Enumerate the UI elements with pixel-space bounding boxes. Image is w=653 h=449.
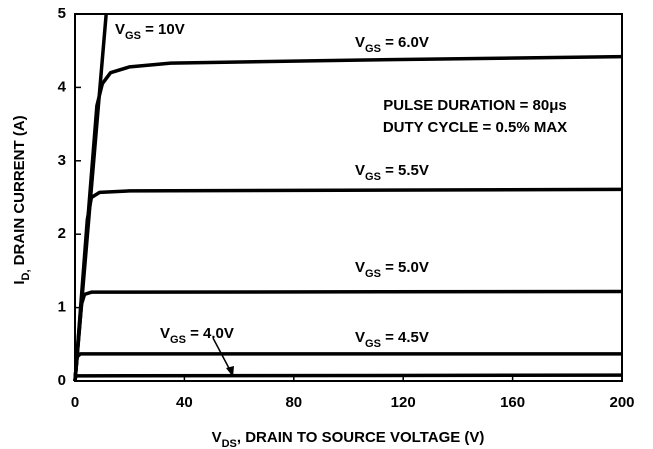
series-label: VGS = 4.0V <box>160 325 234 346</box>
series-line <box>73 187 623 382</box>
y-tick-label: 2 <box>58 225 66 242</box>
x-axis-label: VDS, DRAIN TO SOURCE VOLTAGE (V) <box>212 429 485 449</box>
series-line <box>73 54 623 382</box>
x-tick-label: 160 <box>500 394 525 411</box>
x-tick-label: 40 <box>176 394 193 411</box>
series-label: VGS = 4.5V <box>355 329 429 350</box>
x-tick-label: 120 <box>391 394 416 411</box>
annotation: DUTY CYCLE = 0.5% MAX <box>383 119 567 136</box>
x-tick-label: 80 <box>285 394 302 411</box>
y-tick-label: 0 <box>58 372 66 389</box>
series-line <box>73 352 622 382</box>
series-label: VGS = 5.5V <box>355 162 429 183</box>
series-label: VGS = 10V <box>115 21 185 42</box>
y-axis-label: ID, DRAIN CURRENT (A) <box>11 115 32 284</box>
series-label: VGS = 6.0V <box>355 34 429 55</box>
y-tick-label: 5 <box>58 5 66 22</box>
series-line <box>73 373 623 382</box>
annotation: PULSE DURATION = 80μs <box>383 97 567 114</box>
x-tick-label: 0 <box>71 394 79 411</box>
y-tick-label: 4 <box>58 78 67 95</box>
x-tick-label: 200 <box>609 394 634 411</box>
series-line <box>73 289 623 382</box>
y-tick-label: 1 <box>58 299 66 316</box>
plot-frame <box>74 13 623 382</box>
y-tick-label: 3 <box>58 152 66 169</box>
series-label: VGS = 5.0V <box>355 259 429 280</box>
